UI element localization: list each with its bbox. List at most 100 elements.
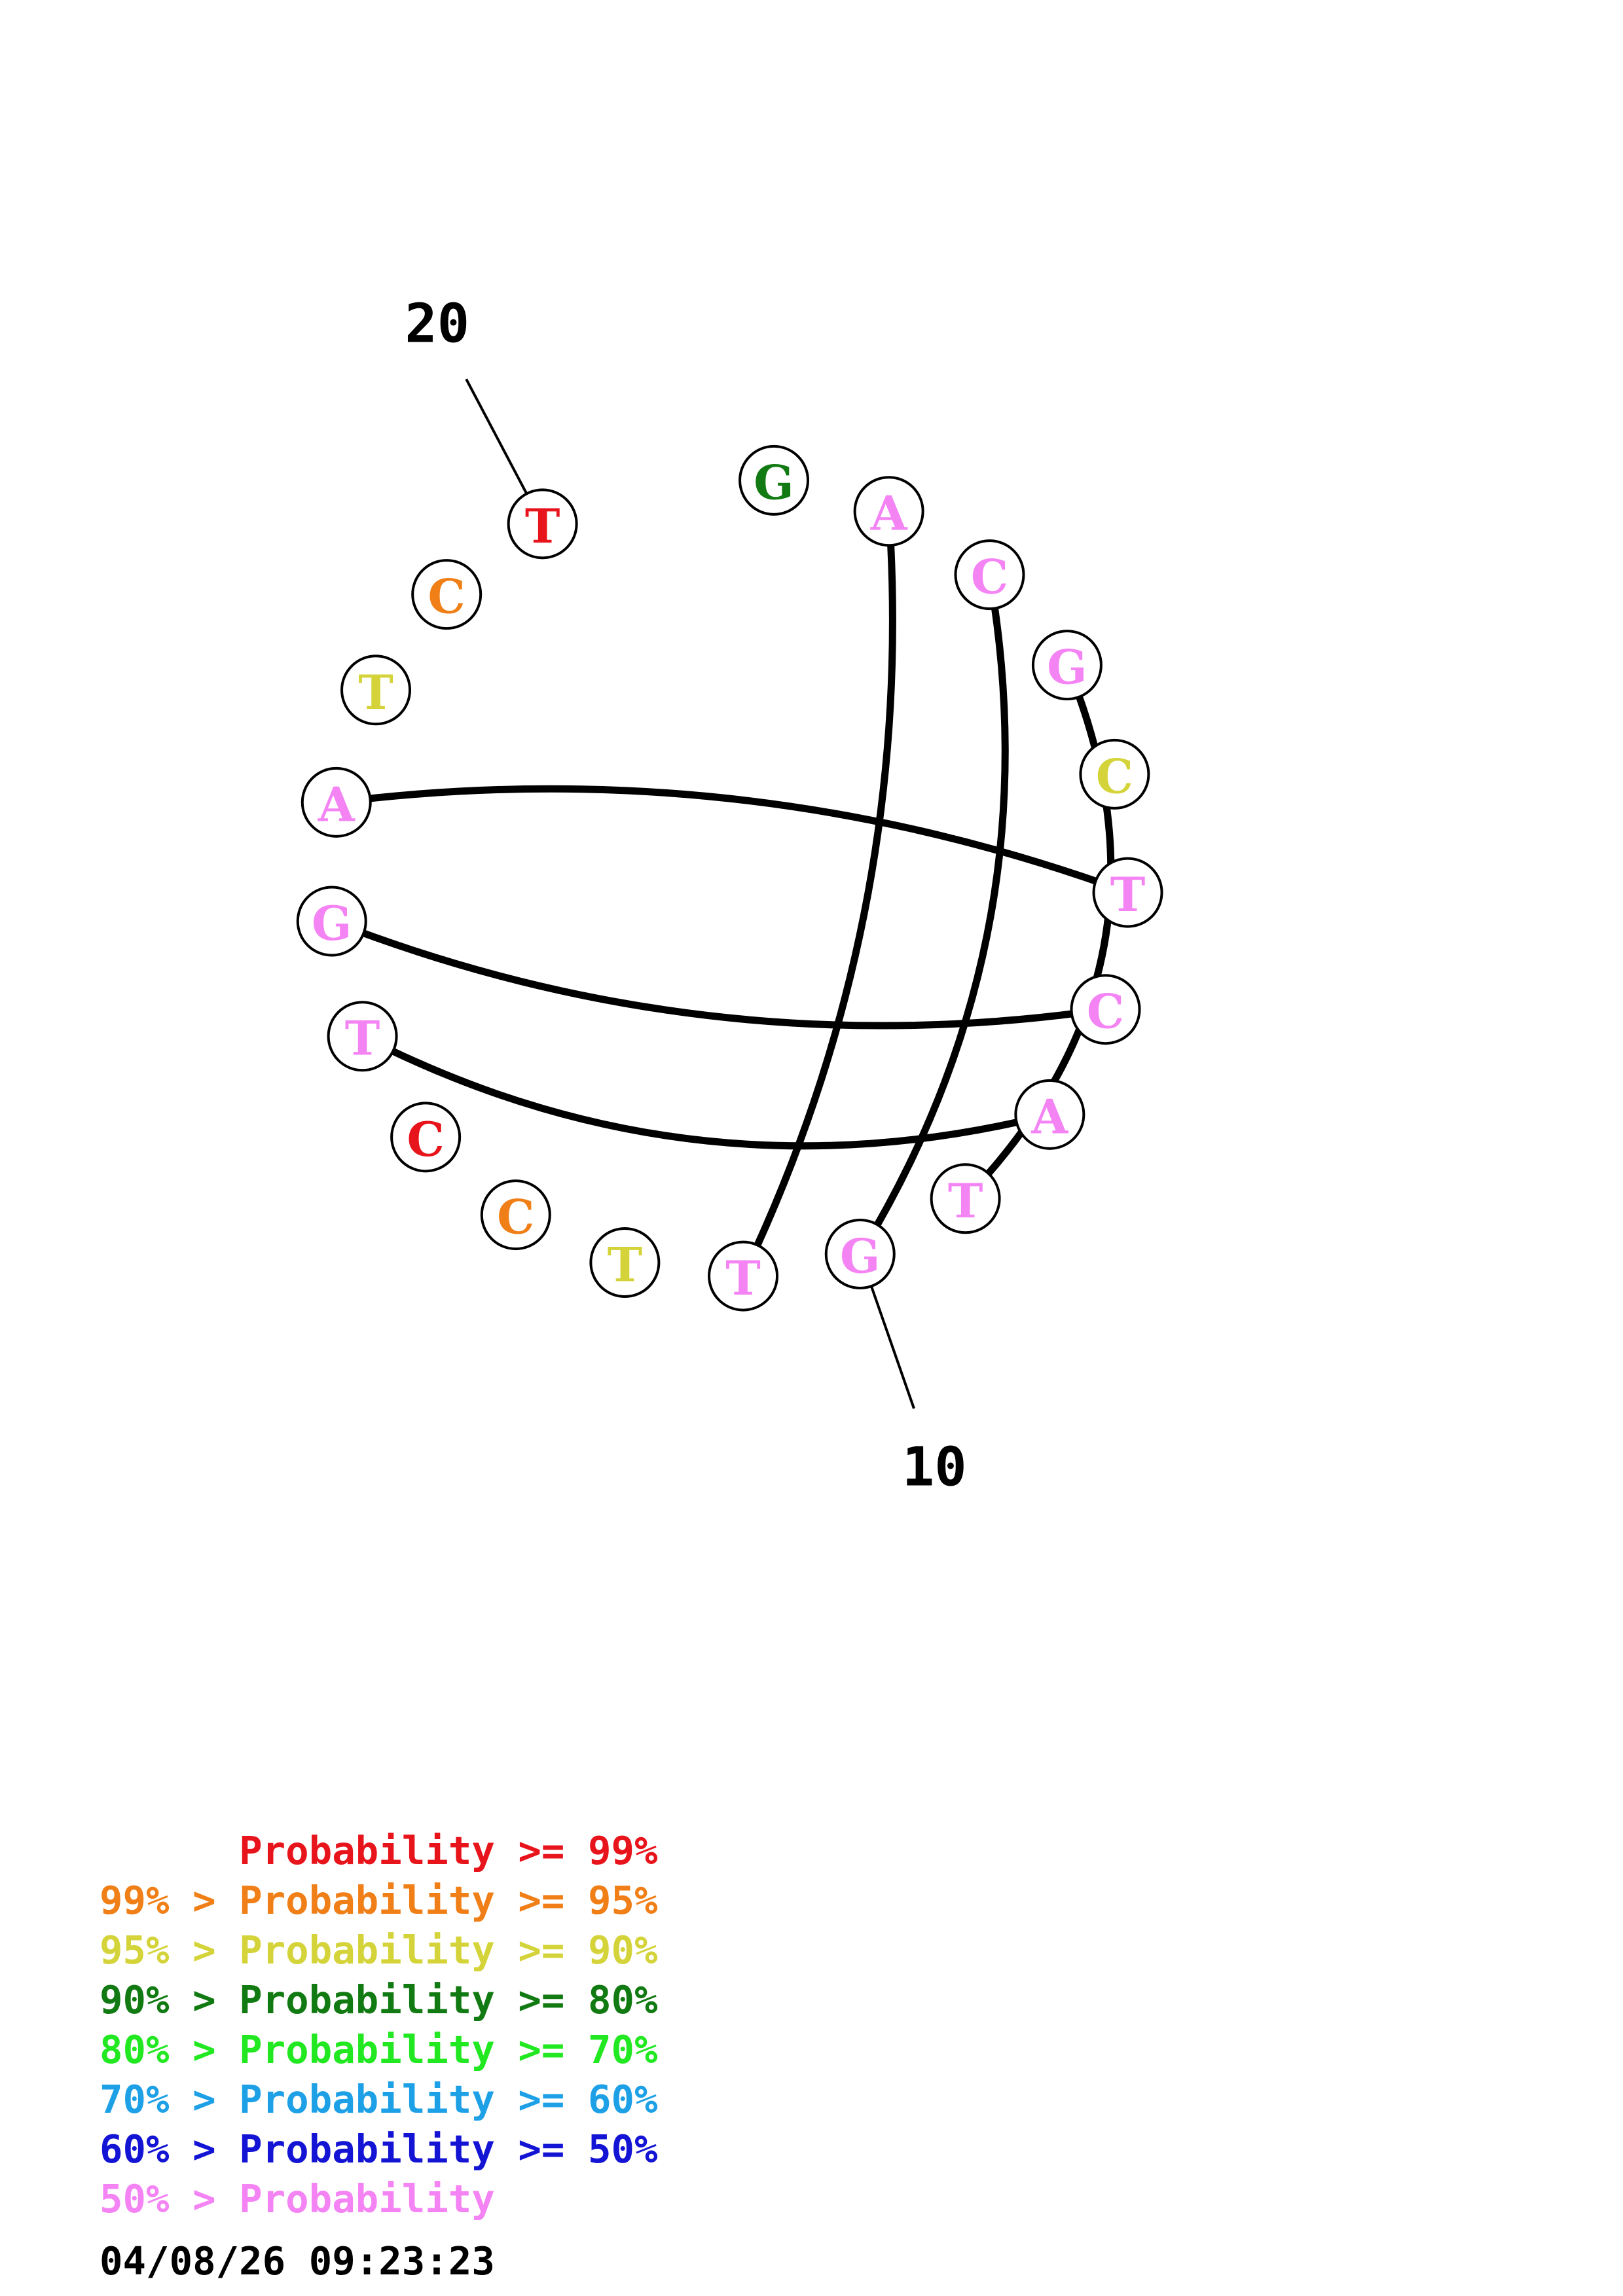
legend-row-6: 70% > Probability >= 60%: [100, 2075, 658, 2125]
nucleotide-base-11: T: [725, 1250, 761, 1306]
legend-row-3: 95% > Probability >= 90%: [100, 1926, 658, 1975]
nucleotide-base-13: C: [497, 1189, 534, 1245]
legend-label: Probability: [239, 2077, 495, 2122]
legend-prefix: 95% >: [100, 1928, 240, 1973]
nucleotide-3: C: [954, 539, 1025, 611]
nucleotide-circle-12: [589, 1227, 661, 1299]
legend-label: Probability: [239, 2027, 495, 2072]
nucleotide-4: G: [1031, 630, 1103, 701]
base-pair-7-16: [328, 918, 1110, 1030]
nucleotide-16: G: [296, 886, 367, 957]
nucleotide-circle-10: [824, 1219, 896, 1290]
legend-label: Probability: [239, 1977, 495, 2022]
nucleotide-circle-8: [1014, 1079, 1085, 1150]
legend-prefix: 99% >: [100, 1878, 240, 1923]
nucleotide-base-3: C: [971, 549, 1008, 605]
legend-row-5: 80% > Probability >= 70%: [100, 2025, 658, 2075]
nucleotide-circle-7: [1070, 974, 1141, 1045]
nucleotide-6: T: [1092, 857, 1163, 928]
nucleotide-20: T: [507, 488, 578, 560]
nucleotide-circle-16: [296, 886, 367, 957]
nucleotide-17: A: [301, 766, 372, 838]
legend-prefix: 50% >: [100, 2176, 240, 2221]
nucleotide-base-18: T: [358, 664, 393, 720]
legend-label: Probability: [239, 1878, 495, 1923]
nucleotide-base-14: C: [407, 1111, 444, 1167]
nucleotide-circle-15: [327, 1001, 398, 1072]
position-ticks: 10 20: [405, 293, 966, 1499]
nucleotide-circle-11: [708, 1240, 779, 1312]
legend-row-2: 99% > Probability >= 95%: [100, 1876, 658, 1926]
nucleotide-base-10: G: [840, 1229, 881, 1284]
nucleotide-19: C: [411, 559, 483, 630]
nucleotide-10: G: [824, 1219, 896, 1290]
nucleotide-14: C: [390, 1102, 462, 1173]
legend-row-4: 90% > Probability >= 80%: [100, 1975, 658, 2025]
legend-label: Probability: [239, 2126, 495, 2172]
nucleotide-base-16: G: [312, 895, 352, 951]
position-tick-10: [869, 1285, 915, 1409]
nucleotide-circle-9: [930, 1163, 1001, 1234]
nucleotide-circle-18: [340, 655, 412, 726]
nucleotide-8: A: [1014, 1079, 1085, 1150]
nucleotide-circle-17: [301, 766, 372, 838]
legend-label: Probability: [239, 2176, 495, 2221]
nucleotide-2: A: [853, 476, 924, 547]
legend-prefix: 80% >: [100, 2027, 240, 2072]
legend-prefix: 70% >: [100, 2077, 240, 2122]
nucleotide-12: T: [589, 1227, 661, 1299]
position-label-10: 10: [902, 1436, 967, 1498]
probability-legend: Probability >= 99% 99% > Probability >= 9…: [100, 1826, 658, 2224]
nucleotide-base-8: A: [1030, 1088, 1068, 1144]
legend-suffix: >= 60%: [494, 2077, 658, 2122]
nucleotide-base-1: G: [754, 454, 794, 510]
nucleotide-circle-1: [739, 444, 810, 516]
nucleotide-15: T: [327, 1001, 398, 1072]
base-pair-6-17: [333, 785, 1132, 897]
legend-row-8: 50% > Probability: [100, 2174, 658, 2224]
nucleotide-circle-6: [1092, 857, 1163, 928]
nucleotide-base-9: T: [948, 1173, 983, 1229]
nucleotide-5: C: [1079, 738, 1150, 810]
legend-suffix: >= 50%: [494, 2126, 658, 2172]
timestamp: 04/08/26 09:23:23: [100, 2238, 495, 2284]
position-tick-20: [465, 378, 528, 495]
legend-label: Probability: [239, 1928, 495, 1973]
legend-suffix: >= 95%: [494, 1878, 658, 1923]
nucleotide-base-4: G: [1047, 639, 1087, 695]
legend-prefix: 60% >: [100, 2126, 240, 2172]
nucleotide-base-17: A: [318, 776, 356, 832]
nucleotide-base-15: T: [345, 1011, 380, 1066]
legend-row-1: Probability >= 99%: [100, 1826, 658, 1876]
position-label-20: 20: [405, 293, 469, 355]
nucleotide-circle-13: [480, 1179, 551, 1251]
nucleotide-base-7: C: [1087, 984, 1124, 1039]
legend-suffix: >= 70%: [494, 2027, 658, 2072]
legend-suffix: >= 99%: [494, 1828, 658, 1873]
nucleotide-9: T: [930, 1163, 1001, 1234]
legend-label: Probability: [239, 1828, 495, 1873]
nucleotide-base-20: T: [525, 498, 560, 554]
legend-suffix: >= 80%: [494, 1977, 658, 2022]
nucleotide-circle-14: [390, 1102, 462, 1173]
nucleotide-base-12: T: [608, 1237, 643, 1293]
nucleotide-13: C: [480, 1179, 551, 1251]
base-pair-8-15: [359, 1032, 1053, 1150]
legend-prefix: 90% >: [100, 1977, 240, 2022]
nucleotide-circle-2: [853, 476, 924, 547]
nucleotide-base-2: A: [870, 486, 908, 541]
nucleotide-base-19: C: [428, 569, 465, 624]
nucleotide-circle-20: [507, 488, 578, 560]
nucleotide-18: T: [340, 655, 412, 726]
nucleotide-7: C: [1070, 974, 1141, 1045]
nucleotide-circle-3: [954, 539, 1025, 611]
base-pair-3-10: [856, 571, 1009, 1258]
base-pair-2-11: [739, 507, 896, 1280]
nucleotide-circle-19: [411, 559, 483, 630]
legend-suffix: >= 90%: [494, 1928, 658, 1973]
nucleotide-1: G: [739, 444, 810, 516]
nucleotide-circle-5: [1079, 738, 1150, 810]
nucleotide-base-5: C: [1096, 748, 1133, 804]
